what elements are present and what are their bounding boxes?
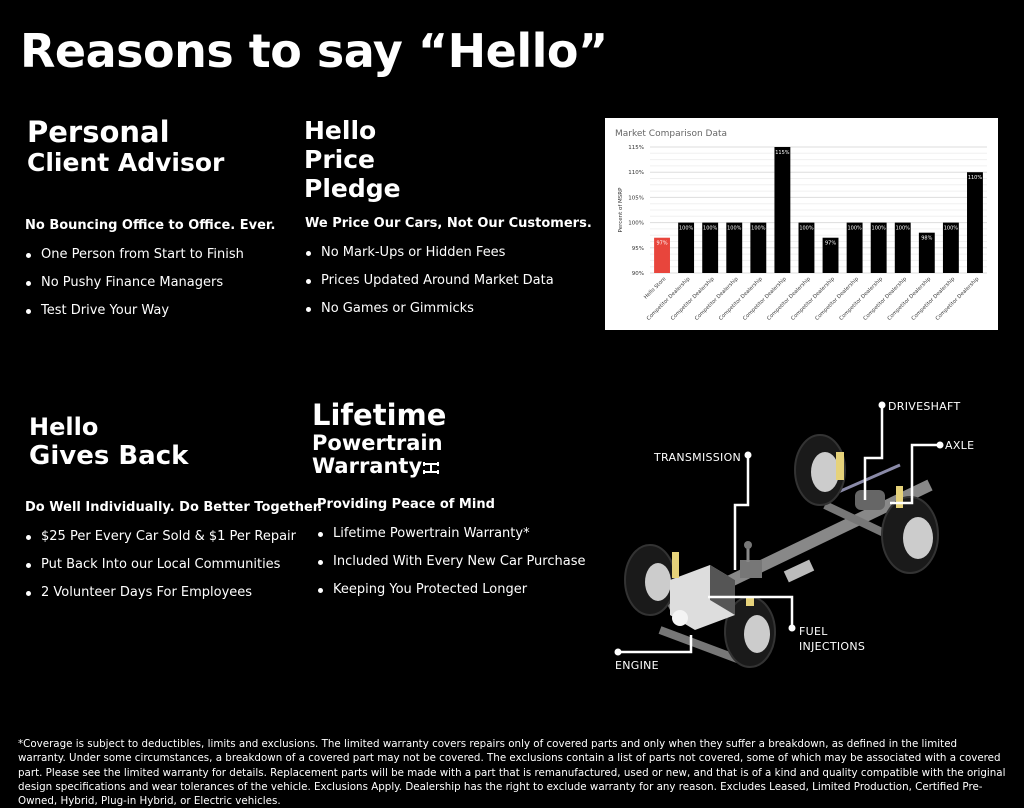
data-label: 97% xyxy=(825,241,836,247)
chassis-illustration xyxy=(624,434,939,668)
bar xyxy=(870,222,887,273)
label-driveshaft: DRIVESHAFT xyxy=(888,400,961,413)
section-powertrain-warranty-body: Providing Peace of Mind Lifetime Powertr… xyxy=(317,497,585,610)
data-label: 100% xyxy=(751,226,766,232)
y-tick-label: 115% xyxy=(628,145,644,151)
section-title: Client Advisor xyxy=(27,148,225,178)
label-axle: AXLE xyxy=(945,439,975,452)
bar xyxy=(967,172,983,273)
section-title: Pledge xyxy=(304,174,401,203)
x-tick-label: Competitor Dealership xyxy=(935,276,981,322)
list-item: Prices Updated Around Market Data xyxy=(305,273,592,288)
data-label: 97% xyxy=(656,241,667,247)
bar xyxy=(726,222,743,273)
bar xyxy=(942,222,959,273)
list-item: No Games or Gimmicks xyxy=(305,301,592,316)
data-label: 100% xyxy=(944,226,959,232)
bar xyxy=(702,222,719,273)
data-label: 100% xyxy=(703,226,718,232)
section-title: Hello xyxy=(29,413,99,441)
page-title: Reasons to say “Hello” xyxy=(20,24,608,78)
bar xyxy=(774,147,791,273)
footnote: *Coverage is subject to deductibles, lim… xyxy=(18,738,1006,808)
bar xyxy=(654,237,670,273)
data-label: 100% xyxy=(799,226,814,232)
section-title: Price xyxy=(304,145,375,174)
x-tick-label: Competitor Dealership xyxy=(742,276,788,322)
section-price-pledge: Hello Price Pledge xyxy=(304,116,401,203)
bar xyxy=(846,222,863,273)
market-comparison-chart: Market Comparison Data 90% 95% 100% 105% 110%… xyxy=(605,118,998,330)
y-axis-label: Percent of MSRP xyxy=(618,187,624,233)
list-item: One Person from Start to Finish xyxy=(25,247,275,262)
bar xyxy=(918,232,935,273)
list-item: 2 Volunteer Days For Employees xyxy=(25,585,322,600)
section-price-pledge-body: We Price Our Cars, Not Our Customers. No… xyxy=(305,216,592,329)
y-tick-label: 105% xyxy=(628,195,644,201)
section-subtitle: No Bouncing Office to Office. Ever. xyxy=(25,218,276,233)
section-personal-advisor-body: No Bouncing Office to Office. Ever. One … xyxy=(25,218,275,331)
x-tick-label: Competitor Dealership xyxy=(887,276,933,322)
list-item: Keeping You Protected Longer xyxy=(317,582,585,597)
data-label: 100% xyxy=(679,226,694,232)
list-item: No Pushy Finance Managers xyxy=(25,275,275,290)
label-injections: INJECTIONS xyxy=(799,640,866,653)
chart-svg: Market Comparison Data 90% 95% 100% 105% 110%… xyxy=(615,129,987,322)
x-tick-label: Competitor Dealership xyxy=(718,276,764,322)
y-tick-label: 110% xyxy=(628,170,644,176)
x-tick-label: Competitor Dealership xyxy=(670,276,716,322)
section-title: Warranty xyxy=(312,454,423,478)
x-tick-label: Competitor Dealership xyxy=(814,276,860,322)
data-label: 100% xyxy=(896,226,911,232)
section-title: Personal xyxy=(27,115,170,149)
x-tick-label: Competitor Dealership xyxy=(838,276,884,322)
section-subtitle: Do Well Individually. Do Better Together… xyxy=(25,500,323,515)
data-label: 100% xyxy=(872,226,887,232)
list-item: Included With Every New Car Purchase xyxy=(317,554,585,569)
list-item: $25 Per Every Car Sold & $1 Per Repair xyxy=(25,529,322,544)
section-title: Powertrain xyxy=(312,431,443,455)
y-tick-label: 95% xyxy=(632,246,644,252)
bar xyxy=(894,222,911,273)
data-label: 98% xyxy=(921,236,932,242)
x-tick-label: Competitor Dealership xyxy=(766,276,812,322)
data-label: 100% xyxy=(847,226,862,232)
list-item: No Mark-Ups or Hidden Fees xyxy=(305,245,592,260)
section-personal-advisor: Personal Client Advisor xyxy=(27,115,225,178)
data-label: 110% xyxy=(968,175,983,181)
chassis-diagram xyxy=(614,401,944,668)
list-item: Put Back Into our Local Communities xyxy=(25,557,322,572)
section-gives-back-body: Do Well Individually. Do Better Together… xyxy=(25,500,322,613)
label-transmission: TRANSMISSION xyxy=(654,451,742,464)
section-title: Gives Back xyxy=(29,440,189,471)
list-item: Test Drive Your Way xyxy=(25,303,275,318)
x-tick-label: Hello Store xyxy=(643,276,667,300)
x-tick-label: Competitor Dealership xyxy=(646,276,692,322)
label-engine: ENGINE xyxy=(615,659,659,672)
section-subtitle: Providing Peace of Mind xyxy=(317,497,495,512)
section-powertrain-warranty: Lifetime Powertrain Warranty xyxy=(312,399,446,478)
bar xyxy=(678,222,695,273)
data-label: 100% xyxy=(727,226,742,232)
x-tick-label: Competitor Dealership xyxy=(790,276,836,322)
x-tick-label: Competitor Dealership xyxy=(911,276,957,322)
bar xyxy=(822,237,839,273)
section-gives-back: Hello Gives Back xyxy=(29,413,189,471)
callout-lines xyxy=(618,405,940,654)
x-tick-label: Competitor Dealership xyxy=(862,276,908,322)
data-label: 115% xyxy=(775,150,790,156)
section-title: Lifetime xyxy=(312,398,447,432)
label-fuel: FUEL xyxy=(799,625,828,638)
bar xyxy=(798,222,815,273)
y-tick-label: 100% xyxy=(628,221,644,227)
chassis-icon xyxy=(423,462,440,474)
x-tick-label: Competitor Dealership xyxy=(694,276,740,322)
section-subtitle: We Price Our Cars, Not Our Customers. xyxy=(305,216,592,231)
chart-title: Market Comparison Data xyxy=(615,129,727,139)
list-item: Lifetime Powertrain Warranty* xyxy=(317,526,585,541)
bar xyxy=(750,222,767,273)
section-title: Hello xyxy=(304,116,377,145)
y-tick-label: 90% xyxy=(632,271,644,277)
